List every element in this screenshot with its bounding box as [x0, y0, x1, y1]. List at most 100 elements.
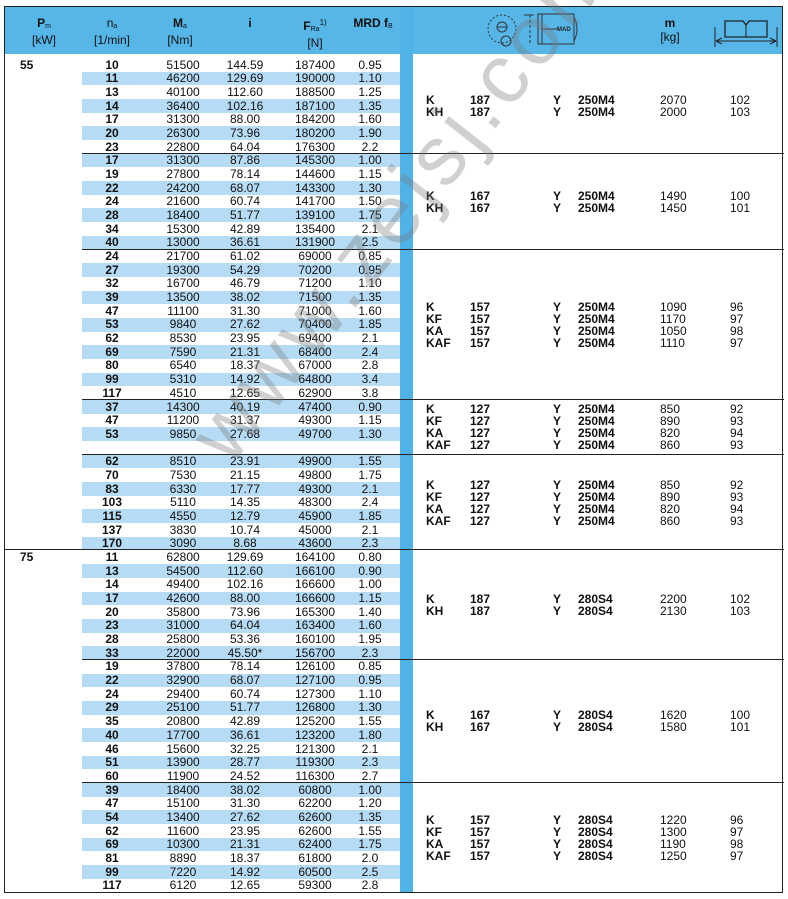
cell-fra: 188500 — [294, 84, 336, 99]
gear-size: 157 — [470, 299, 491, 314]
weight: 2130 — [660, 604, 687, 619]
cell-i: 24.52 — [229, 768, 261, 783]
header-i: i — [248, 16, 252, 30]
motor-type: 250M4 — [578, 200, 615, 215]
cell-i: 12.79 — [229, 508, 261, 523]
row-stripe — [82, 235, 400, 250]
cell-na: 99 — [105, 864, 119, 879]
cell-ma: 13500 — [166, 290, 200, 305]
cell-mrd-fb: 1.00 — [358, 153, 382, 168]
motor-type: 280S4 — [578, 836, 613, 851]
row-stripe — [82, 454, 400, 469]
cell-ma: 32900 — [166, 673, 200, 688]
dimension-page: 97 — [730, 335, 744, 350]
cell-na: 17 — [105, 153, 119, 168]
cell-mrd-fb: 2.1 — [361, 522, 379, 537]
motor-series: Y — [553, 188, 562, 203]
cell-ma: 17700 — [166, 727, 200, 742]
cell-na: 69 — [105, 837, 119, 852]
cell-fra: 64800 — [298, 372, 332, 387]
cell-fra: 45000 — [298, 522, 332, 537]
cell-ma: 37800 — [166, 659, 200, 674]
gear-type: KH — [426, 720, 444, 735]
cell-na: 33 — [105, 645, 119, 660]
dimension-page: 101 — [730, 720, 751, 735]
unit-row: KF 127 Y 250M4 890 93 — [413, 415, 783, 427]
cell-mrd-fb: 2.4 — [361, 495, 379, 510]
cell-fra: 62600 — [298, 823, 332, 838]
dimension-page: 93 — [730, 438, 744, 453]
svg-text:MAD: MAD — [557, 27, 571, 33]
motor-series: Y — [553, 200, 562, 215]
gear-size: 167 — [470, 720, 491, 735]
unit-row: K 187 Y 280S4 2200 102 — [413, 593, 783, 605]
cell-na: 47 — [105, 413, 119, 428]
cell-fra: 187400 — [294, 57, 336, 72]
cell-mrd-fb: 1.60 — [358, 112, 382, 127]
gear-type: KAF — [426, 335, 451, 350]
unit-row: KF 157 Y 280S4 1300 97 — [413, 826, 783, 838]
row-stripe — [82, 536, 400, 551]
cell-mrd-fb: 2.2 — [361, 139, 379, 154]
cell-i: 88.00 — [229, 112, 261, 127]
cell-mrd-fb: 1.95 — [358, 632, 382, 647]
motor-type: 250M4 — [578, 92, 615, 107]
motor-series: Y — [553, 708, 562, 723]
motor-series: Y — [553, 812, 562, 827]
unit-block: K 187 Y 280S4 2200 102 KH 187 Y 280S4 2130 103 — [413, 593, 783, 617]
cell-i: 38.02 — [229, 290, 261, 305]
weight: 1190 — [660, 836, 686, 851]
motor-type: 280S4 — [578, 824, 613, 839]
gear-size: 167 — [470, 188, 491, 203]
cell-i: 73.96 — [229, 125, 261, 140]
unit-row: KAF 157 Y 280S4 1250 97 — [413, 850, 783, 862]
unit-row: K 167 Y 250M4 1490 100 — [413, 190, 783, 202]
cell-fra: 48300 — [298, 495, 332, 510]
unit-block: K 187 Y 250M4 2070 102 KH 187 Y 250M4 2000 103 — [413, 94, 783, 118]
gear-size: 157 — [470, 323, 491, 338]
row-stripe — [82, 372, 400, 387]
cell-i: 112.60 — [227, 84, 263, 99]
cell-i: 27.62 — [229, 317, 261, 332]
row-stripe — [82, 810, 400, 825]
cell-na: 39 — [105, 290, 119, 305]
cell-fra: 144600 — [294, 166, 336, 181]
cell-fra: 49300 — [298, 413, 332, 428]
cell-fra: 187100 — [294, 98, 336, 113]
cell-mrd-fb: 2.5 — [361, 864, 379, 879]
cell-ma: 15600 — [166, 741, 200, 756]
cell-fra: 59300 — [298, 878, 332, 893]
unit-row: KH 167 Y 280S4 1580 101 — [413, 721, 783, 733]
cell-fra: 165300 — [294, 604, 336, 619]
unit-row: K 127 Y 250M4 850 92 — [413, 479, 783, 491]
cell-ma: 13000 — [166, 235, 200, 250]
cell-i: 60.74 — [229, 194, 261, 209]
weight: 1620 — [660, 708, 687, 723]
gear-type: KA — [426, 501, 444, 516]
cell-mrd-fb: 1.00 — [358, 782, 382, 797]
cell-mrd-fb: 1.35 — [358, 809, 382, 824]
cell-fra: 176300 — [294, 139, 336, 154]
cell-mrd-fb: 0.95 — [358, 57, 382, 72]
weight: 1090 — [660, 299, 687, 314]
cell-i: 51.77 — [229, 700, 261, 715]
cell-i: 23.95 — [229, 331, 261, 346]
gear-type: KH — [426, 604, 444, 619]
cell-na: 170 — [101, 536, 123, 551]
cell-na: 22 — [105, 180, 119, 195]
gear-type: K — [426, 299, 435, 314]
cell-i: 60.74 — [229, 686, 261, 701]
cell-fra: 145300 — [294, 153, 336, 168]
cell-i: 112.60 — [227, 563, 263, 578]
group-separator — [82, 152, 784, 154]
motor-series: Y — [553, 513, 562, 528]
cell-ma: 29400 — [166, 686, 200, 701]
row-stripe — [82, 618, 400, 633]
cell-na: 62 — [105, 454, 119, 469]
cell-fra: 60500 — [298, 864, 332, 879]
cell-i: 23.91 — [229, 454, 261, 469]
cell-na: 20 — [105, 125, 119, 140]
cell-fra: 131900 — [294, 235, 336, 250]
cell-fra: 119300 — [295, 755, 335, 770]
cell-fra: 164100 — [294, 549, 336, 564]
